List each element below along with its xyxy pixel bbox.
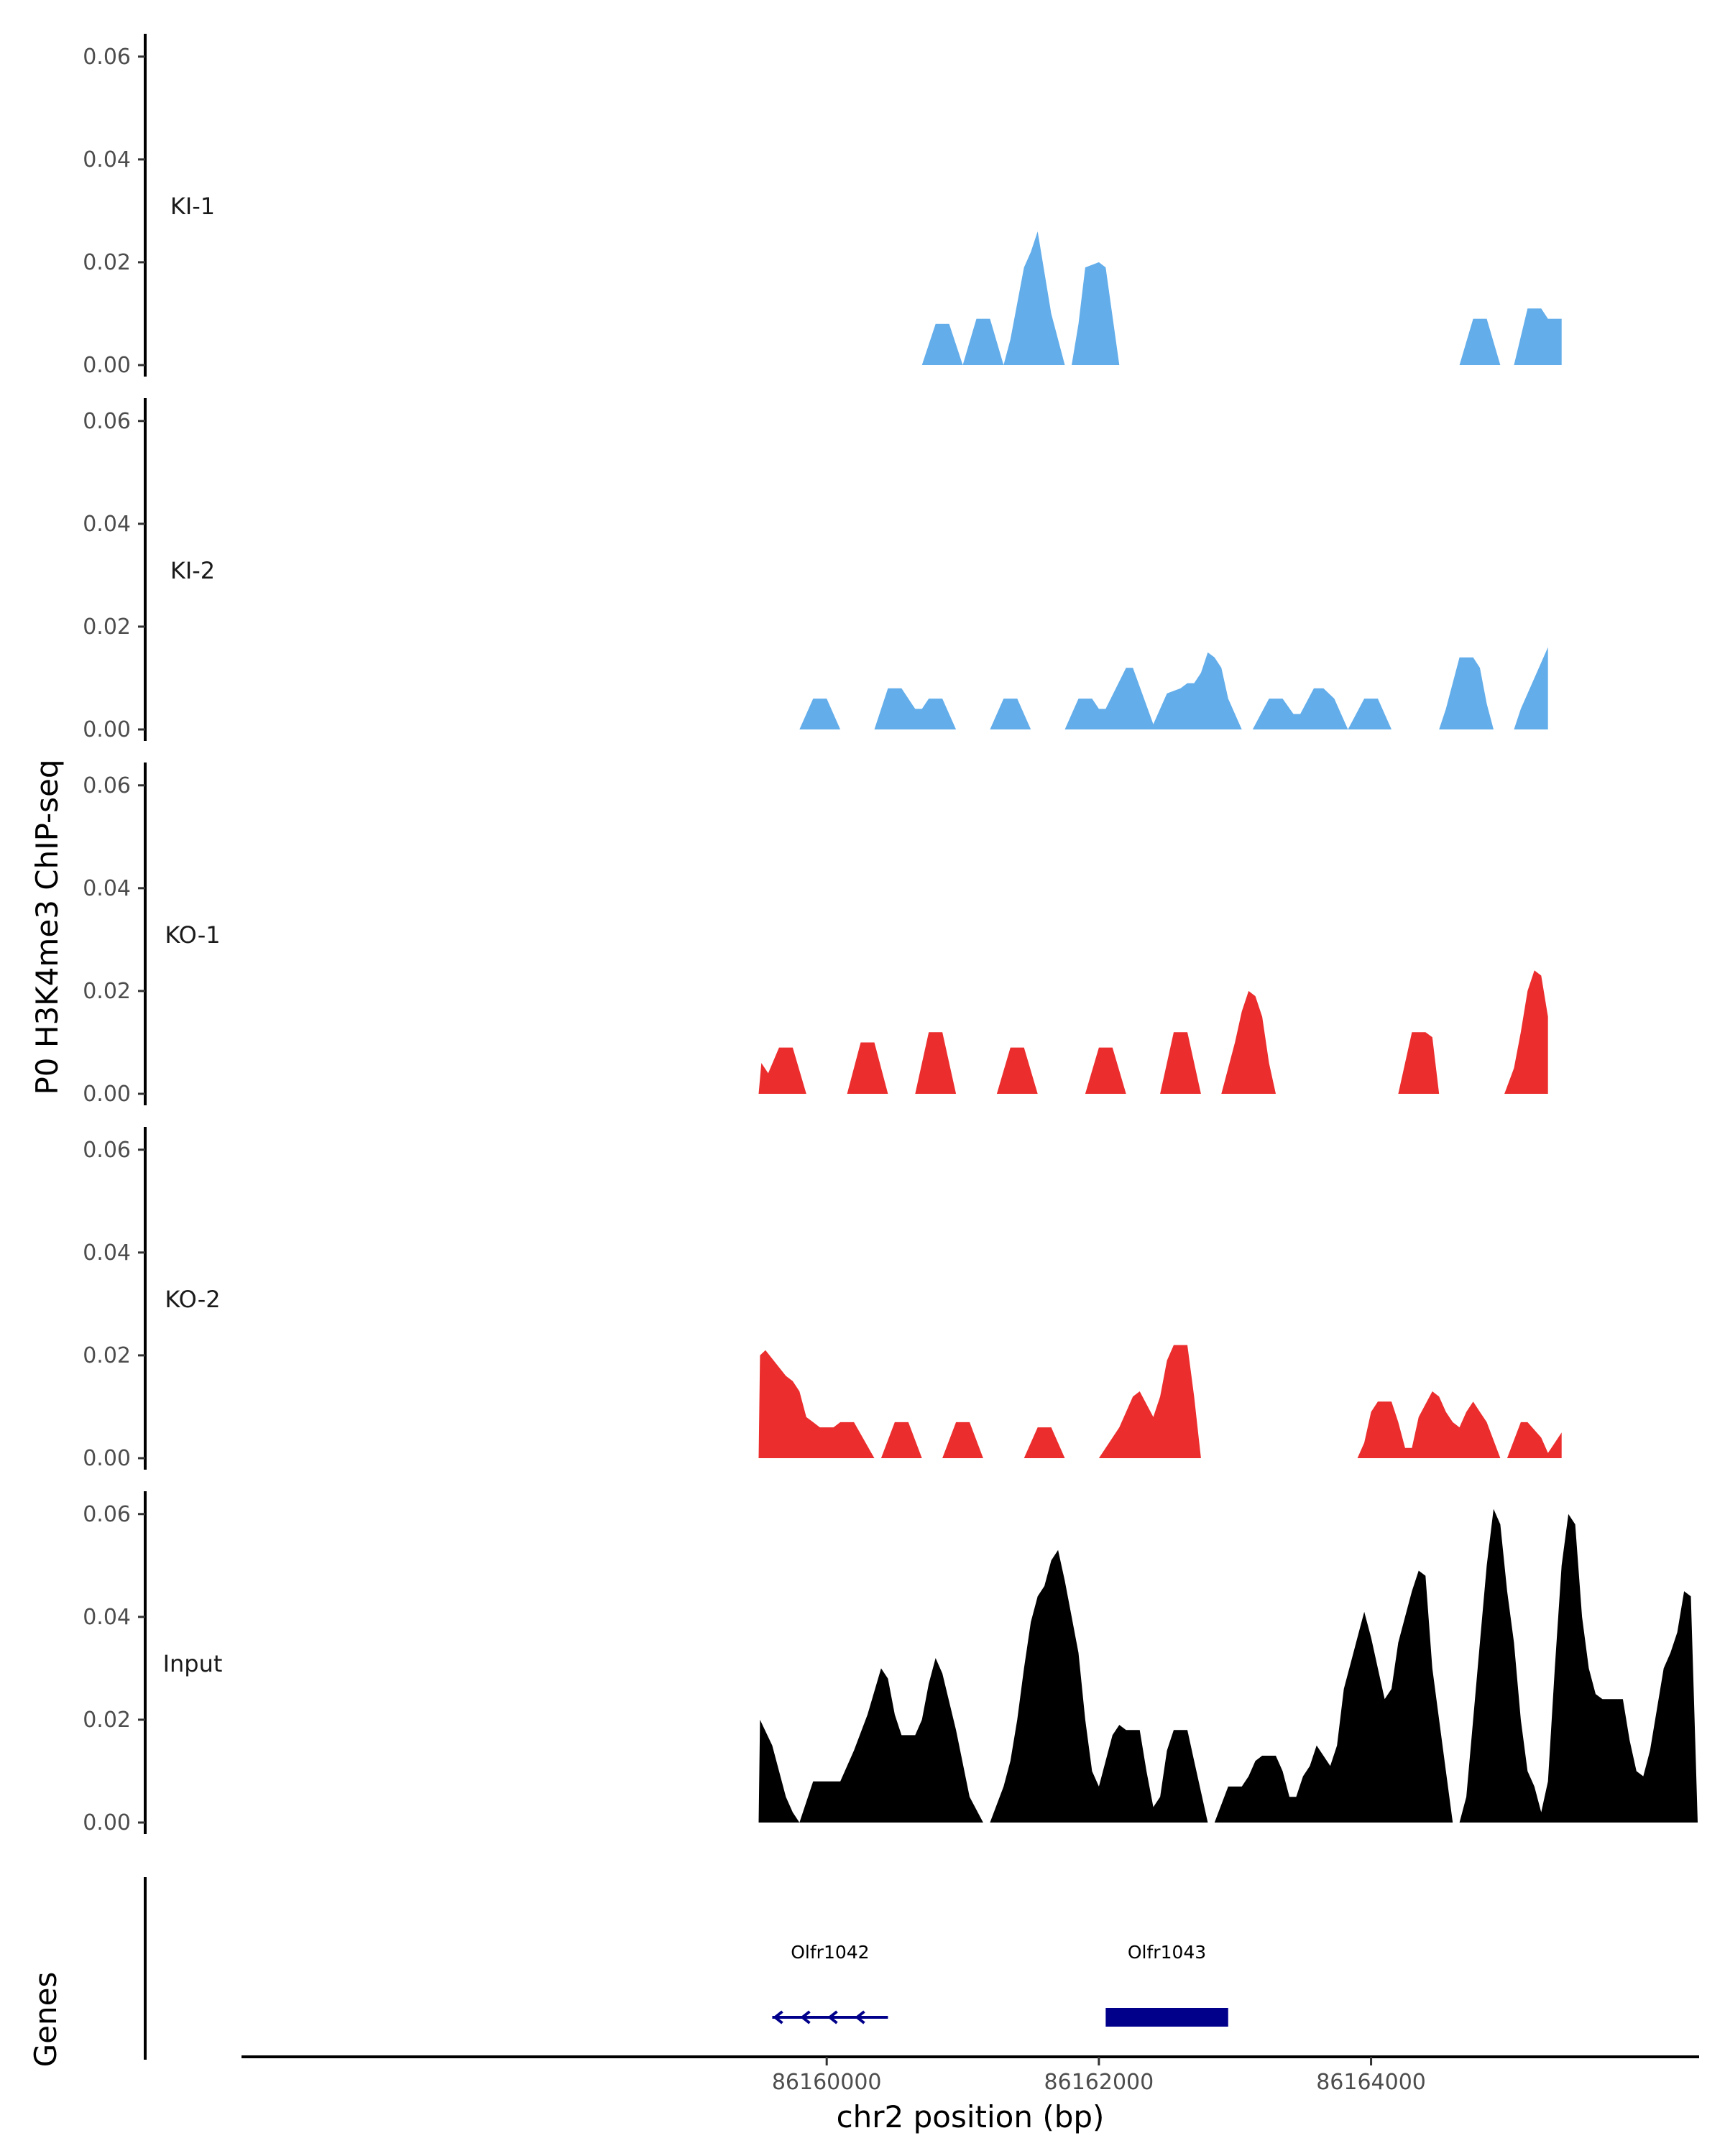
gene-label: Olfr1043 [1128, 1942, 1206, 1963]
coverage-area [1221, 990, 1276, 1094]
x-tick-label: 86164000 [1316, 2070, 1426, 2095]
coverage-area [962, 318, 1004, 365]
coverage-area [915, 1032, 957, 1094]
coverage-area [758, 1350, 875, 1458]
track-label: KI-1 [170, 193, 215, 220]
y-tick-label: 0.00 [83, 1082, 131, 1107]
coverage-area [1459, 1508, 1698, 1823]
track-ko-1: 0.00 0.02 0.04 0.06 KO-1 [83, 763, 1548, 1107]
coverage-area [799, 699, 841, 729]
gene-exon [1105, 2008, 1228, 2027]
coverage-area [921, 323, 963, 365]
x-axis: 86160000 86162000 86164000 [242, 2055, 1699, 2095]
y-tick-label: 0.02 [83, 614, 131, 640]
genes-axis-title: Genes [28, 1972, 63, 2068]
y-tick-label: 0.04 [83, 876, 131, 901]
coverage-area [1064, 652, 1242, 729]
y-tick-label: 0.04 [83, 512, 131, 537]
strand-arrow [800, 2010, 811, 2024]
tracks-layer: 0.00 0.02 0.04 0.06 KI-1 0.00 0.02 0.04 0.06 KI-2… [83, 34, 1698, 1835]
y-axis-title: P0 H3K4me3 ChIP-seq [29, 759, 65, 1095]
gene-label: Olfr1042 [791, 1942, 869, 1963]
coverage-area [1160, 1032, 1201, 1094]
coverage-area [1003, 231, 1065, 365]
coverage-area [1439, 657, 1494, 729]
coverage-area [1252, 688, 1348, 729]
coverage-area [1348, 699, 1392, 729]
coverage-area [758, 1719, 800, 1823]
coverage-area [1506, 1422, 1562, 1458]
y-tick-label: 0.06 [83, 409, 131, 434]
x-tick-label: 86162000 [1044, 2070, 1154, 2095]
genes-layer: Olfr1042 Olfr1043 [144, 1877, 1228, 2060]
coverage-area [799, 1658, 983, 1823]
track-label: KO-1 [165, 921, 220, 949]
coverage-area [942, 1422, 983, 1458]
track-label: Input [163, 1650, 223, 1677]
coverage-area [1357, 1391, 1501, 1458]
strand-arrow [773, 2010, 783, 2024]
y-tick-label: 0.06 [83, 1138, 131, 1163]
coverage-area [1214, 1570, 1453, 1823]
track-ko-2: 0.00 0.02 0.04 0.06 KO-2 [83, 1127, 1562, 1471]
x-axis-title: chr2 position (bp) [837, 2099, 1105, 2134]
coverage-area [1098, 1345, 1201, 1458]
coverage-area [1514, 308, 1562, 365]
y-tick-label: 0.02 [83, 979, 131, 1004]
coverage-area [1072, 262, 1120, 365]
coverage-area [1398, 1032, 1440, 1094]
coverage-area [990, 699, 1031, 729]
track-ki-1: 0.00 0.02 0.04 0.06 KI-1 [83, 34, 1562, 378]
coverage-area [1504, 970, 1548, 1094]
y-tick-label: 0.06 [83, 45, 131, 70]
y-tick-label: 0.06 [83, 1502, 131, 1527]
coverage-area [996, 1047, 1038, 1094]
gene-olfr1043: Olfr1043 [1105, 1942, 1228, 2027]
y-tick-label: 0.02 [83, 250, 131, 275]
coverage-area [1024, 1427, 1065, 1458]
y-tick-label: 0.00 [83, 717, 131, 742]
y-tick-label: 0.04 [83, 1605, 131, 1630]
gene-olfr1042: Olfr1042 [772, 1942, 888, 2024]
coverage-area [874, 688, 957, 729]
track-label: KI-2 [170, 557, 215, 584]
strand-arrow [827, 2010, 838, 2024]
coverage-area [880, 1422, 922, 1458]
y-tick-label: 0.04 [83, 147, 131, 172]
track-ki-2: 0.00 0.02 0.04 0.06 KI-2 [83, 398, 1548, 742]
coverage-area [847, 1042, 888, 1094]
strand-arrow [855, 2010, 865, 2024]
y-tick-label: 0.00 [83, 1810, 131, 1835]
x-tick-label: 86160000 [772, 2070, 882, 2095]
y-tick-label: 0.00 [83, 1446, 131, 1471]
coverage-area [990, 1549, 1208, 1823]
y-tick-label: 0.06 [83, 773, 131, 798]
y-tick-label: 0.04 [83, 1240, 131, 1266]
y-tick-label: 0.00 [83, 353, 131, 378]
track-label: KO-2 [165, 1286, 220, 1313]
y-tick-label: 0.02 [83, 1343, 131, 1368]
track-input: 0.00 0.02 0.04 0.06 Input [83, 1491, 1698, 1835]
coverage-area [758, 1047, 806, 1094]
coverage-area [1085, 1047, 1126, 1094]
coverage-area [1514, 647, 1548, 729]
y-tick-label: 0.02 [83, 1708, 131, 1733]
coverage-area [1459, 318, 1501, 365]
